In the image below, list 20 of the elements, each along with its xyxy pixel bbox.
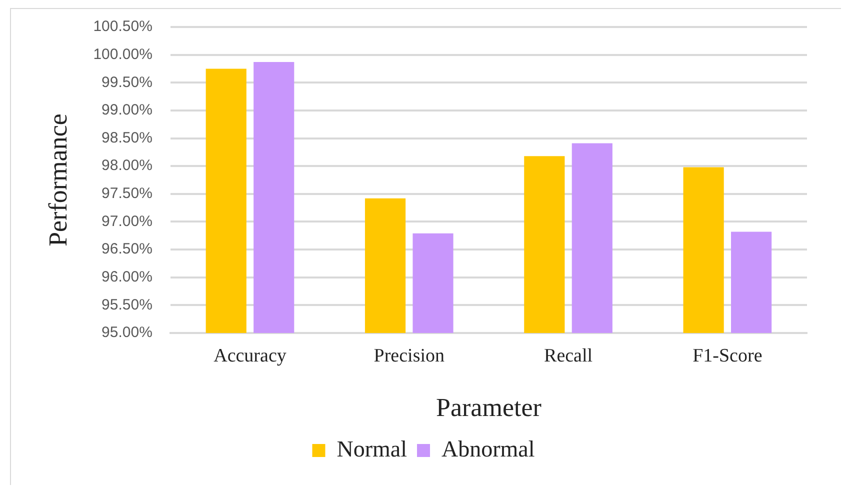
y-tick-label: 95.50% xyxy=(102,296,152,314)
y-tick-label: 99.00% xyxy=(102,102,152,119)
y-tick-label: 98.00% xyxy=(102,157,152,174)
y-tick-label: 99.50% xyxy=(102,74,152,91)
y-tick-label: 98.50% xyxy=(102,129,152,146)
x-tick-label: F1-Score xyxy=(692,345,762,366)
legend-label: Abnormal xyxy=(442,436,535,462)
x-tick-label: Precision xyxy=(374,345,445,366)
y-tick-label: 97.50% xyxy=(102,185,152,202)
x-tick-label: Recall xyxy=(544,345,593,366)
y-tick-label: 97.00% xyxy=(102,212,152,230)
y-tick-label: 100.50% xyxy=(93,18,152,36)
x-axis-title: Parameter xyxy=(436,393,542,422)
y-tick-label: 100.00% xyxy=(93,46,152,63)
y-tick-label: 96.50% xyxy=(102,240,152,258)
x-tick-label: Accuracy xyxy=(214,345,287,366)
y-tick-label: 95.00% xyxy=(102,324,152,342)
y-axis-title: Performance xyxy=(43,114,72,246)
legend-label: Normal xyxy=(336,436,408,462)
y-tick-label: 96.00% xyxy=(102,268,152,286)
